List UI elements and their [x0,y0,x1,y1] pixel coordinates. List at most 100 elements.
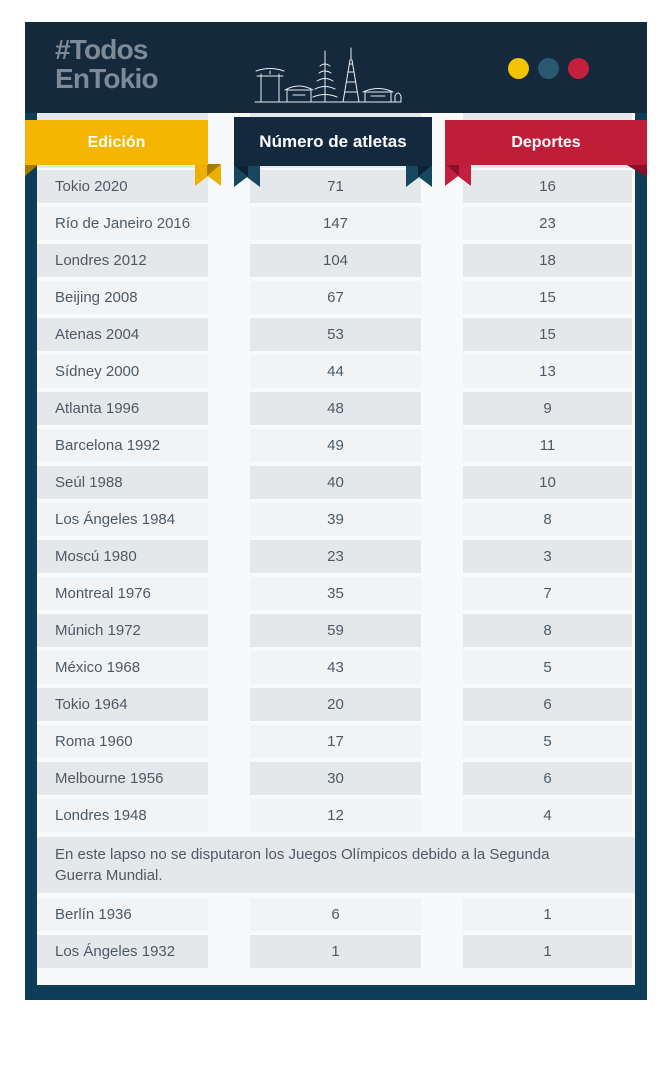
cell-atletas: 147 [250,207,421,240]
table-row: Múnich 1972 59 8 [37,612,635,649]
cell-edicion: Sídney 2000 [37,355,208,388]
table-row: Los Ángeles 1932 1 1 [37,933,635,970]
cell-edicion: Londres 2012 [37,244,208,277]
cell-edicion: Barcelona 1992 [37,429,208,462]
note-row: En este lapso no se disputaron los Juego… [37,837,635,893]
cell-edicion: Los Ángeles 1984 [37,503,208,536]
table-row: Atlanta 1996 48 9 [37,390,635,427]
header: #Todos EnTokio [25,22,647,113]
table-row: Londres 2012 104 18 [37,242,635,279]
column-header-label: Deportes [511,133,581,151]
cell-deportes: 5 [463,725,632,758]
table-row: Tokio 1964 20 6 [37,686,635,723]
table-row: Roma 1960 17 5 [37,723,635,760]
cell-edicion: Roma 1960 [37,725,208,758]
cell-deportes: 8 [463,503,632,536]
cell-deportes: 18 [463,244,632,277]
cell-edicion: Montreal 1976 [37,577,208,610]
cell-atletas: 71 [250,170,421,203]
cell-deportes: 5 [463,651,632,684]
cell-edicion: Moscú 1980 [37,540,208,573]
cell-edicion: Tokio 1964 [37,688,208,721]
table-row: Moscú 1980 23 3 [37,538,635,575]
cell-atletas: 104 [250,244,421,277]
cell-deportes: 1 [463,935,632,968]
cell-edicion: Atlanta 1996 [37,392,208,425]
cell-edicion: Atenas 2004 [37,318,208,351]
table: Tokio 2020 71 16 Río de Janeiro 2016 147 23 Lo… [37,113,635,985]
cell-deportes: 10 [463,466,632,499]
table-body: Tokio 2020 71 16 Río de Janeiro 2016 147 23 Lo… [37,168,635,834]
table-row: Los Ángeles 1984 39 8 [37,501,635,538]
table-row: Melbourne 1956 30 6 [37,760,635,797]
cell-edicion: México 1968 [37,651,208,684]
cell-atletas: 48 [250,392,421,425]
table-row: Seúl 1988 40 10 [37,464,635,501]
red-dot-icon [568,58,589,79]
cell-edicion: Río de Janeiro 2016 [37,207,208,240]
table-row: Montreal 1976 35 7 [37,575,635,612]
cell-edicion: Londres 1948 [37,799,208,832]
cell-deportes: 8 [463,614,632,647]
table-row: Río de Janeiro 2016 147 23 [37,205,635,242]
cell-deportes: 23 [463,207,632,240]
ww2-note-text: En este lapso no se disputaron los Juego… [55,846,550,884]
table-row: Londres 1948 12 4 [37,797,635,834]
cell-atletas: 12 [250,799,421,832]
table-row: Barcelona 1992 49 11 [37,427,635,464]
cell-deportes: 6 [463,762,632,795]
cell-deportes: 15 [463,318,632,351]
cell-atletas: 44 [250,355,421,388]
table-body-after-note: Berlín 1936 6 1 Los Ángeles 1932 1 1 [37,896,635,970]
column-header-numero-de-atletas: Número de atletas [234,117,432,166]
cell-deportes: 9 [463,392,632,425]
cell-atletas: 43 [250,651,421,684]
column-header-deportes: Deportes [445,120,647,165]
cell-edicion: Tokio 2020 [37,170,208,203]
column-header-edicion: Edición [25,120,208,165]
yellow-dot-icon [508,58,529,79]
table-row: Atenas 2004 53 15 [37,316,635,353]
tokyo-skyline-icon [254,47,402,103]
table-row: Sídney 2000 44 13 [37,353,635,390]
cell-atletas: 39 [250,503,421,536]
cell-atletas: 35 [250,577,421,610]
cell-edicion: Beijing 2008 [37,281,208,314]
column-header-label: Número de atletas [259,131,407,151]
page-title: #Todos EnTokio [55,34,159,95]
cell-atletas: 1 [250,935,421,968]
cell-deportes: 16 [463,170,632,203]
cell-deportes: 7 [463,577,632,610]
cell-deportes: 6 [463,688,632,721]
infographic-card: #Todos EnTokio Tokio 2020 71 16 Río de Jane… [25,22,647,1000]
cell-atletas: 59 [250,614,421,647]
cell-atletas: 17 [250,725,421,758]
table-row: México 1968 43 5 [37,649,635,686]
cell-deportes: 13 [463,355,632,388]
header-dots [508,58,589,79]
cell-deportes: 1 [463,898,632,931]
cell-edicion: Los Ángeles 1932 [37,935,208,968]
cell-atletas: 53 [250,318,421,351]
cell-atletas: 23 [250,540,421,573]
cell-edicion: Melbourne 1956 [37,762,208,795]
cell-atletas: 40 [250,466,421,499]
cell-edicion: Seúl 1988 [37,466,208,499]
cell-atletas: 6 [250,898,421,931]
cell-deportes: 11 [463,429,632,462]
cell-deportes: 4 [463,799,632,832]
cell-atletas: 30 [250,762,421,795]
column-header-label: Edición [87,133,146,151]
title-line-2: EnTokio [55,63,159,95]
cell-deportes: 15 [463,281,632,314]
table-row: Tokio 2020 71 16 [37,168,635,205]
teal-dot-icon [538,58,559,79]
cell-edicion: Berlín 1936 [37,898,208,931]
cell-atletas: 20 [250,688,421,721]
cell-deportes: 3 [463,540,632,573]
title-line-1: #Todos [55,34,148,65]
table-row: Beijing 2008 67 15 [37,279,635,316]
cell-atletas: 49 [250,429,421,462]
cell-edicion: Múnich 1972 [37,614,208,647]
cell-atletas: 67 [250,281,421,314]
